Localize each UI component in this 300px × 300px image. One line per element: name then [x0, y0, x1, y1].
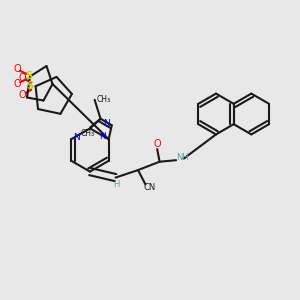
Text: O: O	[18, 73, 26, 83]
Text: CH₃: CH₃	[81, 129, 95, 138]
Text: CN: CN	[143, 183, 155, 192]
Text: O: O	[14, 79, 21, 89]
Text: O: O	[14, 64, 21, 74]
Text: O: O	[18, 90, 26, 100]
Text: N: N	[73, 133, 80, 142]
Text: N: N	[99, 132, 106, 141]
Text: N: N	[103, 119, 110, 128]
Text: O: O	[153, 139, 161, 149]
Text: CH₃: CH₃	[96, 95, 110, 104]
Text: NH: NH	[176, 153, 188, 162]
Text: S: S	[27, 81, 34, 91]
Text: H: H	[113, 180, 119, 189]
Text: S: S	[25, 70, 32, 81]
